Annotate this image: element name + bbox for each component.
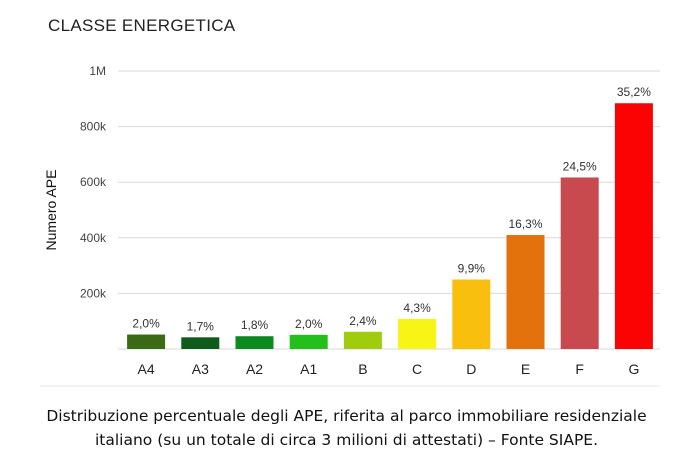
caption-line-1: Distribuzione percentuale degli APE, rif…	[46, 407, 647, 425]
y-axis-label: Numero APE	[43, 170, 59, 251]
x-tick-label: E	[521, 361, 530, 377]
y-tick-label: 200k	[80, 286, 107, 300]
bar-a3	[181, 337, 220, 349]
bar-a2	[235, 336, 274, 349]
data-label: 9,9%	[458, 262, 486, 276]
chart-title: CLASSE ENERGETICA	[48, 16, 236, 35]
x-axis-ticks: A4 A3 A2 A1 B C D E F G	[138, 361, 640, 377]
y-tick-label: 400k	[80, 231, 107, 245]
data-label: 35,2%	[617, 85, 651, 99]
bar-e	[506, 235, 545, 349]
bar-g	[614, 103, 653, 349]
bar-a4	[127, 334, 166, 349]
y-tick-label: 1M	[89, 64, 106, 78]
x-tick-label: B	[358, 361, 367, 377]
bar-chart: 200k 400k 600k 800k 1M Numero APE 2,0% 1,7% 1,…	[40, 64, 660, 387]
x-tick-label: D	[466, 361, 476, 377]
y-tick-label: 600k	[80, 175, 107, 189]
bar-c	[398, 318, 437, 349]
x-tick-label: F	[575, 361, 584, 377]
data-label: 1,7%	[187, 319, 215, 333]
data-label: 24,5%	[563, 159, 597, 173]
bar-d	[452, 279, 491, 349]
data-label: 16,3%	[508, 217, 542, 231]
x-tick-label: G	[628, 361, 639, 377]
x-tick-label: A3	[192, 361, 209, 377]
data-label: 2,0%	[132, 317, 160, 331]
data-label: 1,8%	[241, 318, 269, 332]
bar-a1	[289, 334, 328, 349]
x-tick-label: A4	[138, 361, 155, 377]
figure-caption: Distribuzione percentuale degli APE, rif…	[0, 404, 693, 452]
bar-f	[560, 177, 599, 349]
data-label: 4,3%	[403, 301, 431, 315]
y-axis-ticks: 200k 400k 600k 800k 1M	[80, 64, 107, 300]
data-label: 2,4%	[349, 314, 377, 328]
x-tick-label: C	[412, 361, 422, 377]
y-tick-label: 800k	[80, 120, 107, 134]
x-tick-label: A2	[246, 361, 263, 377]
bars	[127, 103, 653, 349]
x-tick-label: A1	[300, 361, 317, 377]
data-label: 2,0%	[295, 317, 323, 331]
bar-b	[343, 331, 382, 349]
data-labels: 2,0% 1,7% 1,8% 2,0% 2,4% 4,3% 9,9% 16,3% 24,5% 35…	[132, 85, 651, 333]
caption-line-2: italiano (su un totale di circa 3 milion…	[94, 431, 599, 449]
